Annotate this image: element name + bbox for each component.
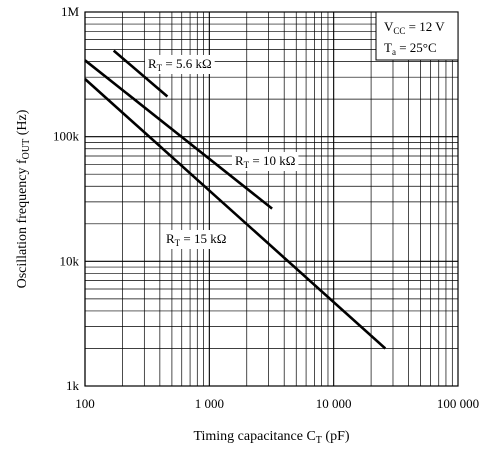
x-tick-label: 100 <box>75 396 95 411</box>
axis-tick-labels: 100 1 000 10 000 100 000 1k 10k 100k 1M <box>53 4 479 411</box>
series-label-rt-15k-background <box>163 230 230 249</box>
x-axis-title-unit: (pF) <box>322 429 350 444</box>
series-label-rt-10k-text: RT = 10 kΩ <box>235 153 295 170</box>
condition-ta-value: = 25°C <box>396 40 437 55</box>
series-label-rt-5-6k-value: = 5.6 kΩ <box>162 56 212 71</box>
x-tick-label: 1 000 <box>195 396 224 411</box>
x-tick-label: 10 000 <box>316 396 352 411</box>
y-axis-title-main: Oscillation frequency f <box>15 159 30 288</box>
series-label-rt-10k: RT = 10 kΩ <box>232 152 299 171</box>
series-label-rt-10k-subscript: T <box>244 160 250 170</box>
y-axis-title-unit: (Hz) <box>15 109 30 138</box>
y-axis-title: Oscillation frequency fOUT (Hz) <box>15 109 32 288</box>
x-axis-title-main: Timing capacitance C <box>193 429 315 444</box>
series-label-rt-15k-subscript: T <box>175 238 181 248</box>
x-axis-title: Timing capacitance CT (pF) <box>193 429 349 446</box>
y-tick-label: 1k <box>66 378 80 393</box>
series-label-rt-15k-text: RT = 15 kΩ <box>166 231 226 248</box>
series-label-rt-15k-value: = 15 kΩ <box>180 231 226 246</box>
condition-ta: Ta = 25°C <box>384 40 437 57</box>
condition-ta-subscript: a <box>392 47 396 57</box>
x-axis-title-subscript: T <box>316 435 322 446</box>
series-line-2 <box>84 78 387 350</box>
conditions-box <box>375 11 459 61</box>
condition-ta-symbol: T <box>384 40 392 55</box>
series-label-rt-5-6k-subscript: T <box>157 63 163 73</box>
condition-vcc-symbol: V <box>384 19 394 34</box>
y-tick-label: 1M <box>61 4 80 19</box>
y-tick-label: 100k <box>53 129 80 144</box>
plot-frame <box>84 11 459 387</box>
condition-vcc-value: = 12 V <box>405 19 445 34</box>
y-tick-label: 10k <box>60 253 80 268</box>
series-label-rt-5-6k-background <box>145 55 215 74</box>
x-tick-label: 100 000 <box>437 396 479 411</box>
condition-vcc-subscript: CC <box>393 26 405 36</box>
series-lines <box>84 49 387 350</box>
series-label-rt-5-6k-symbol: R <box>148 56 157 71</box>
series-line-0 <box>112 49 169 98</box>
condition-vcc: VCC = 12 V <box>384 19 445 36</box>
series-label-rt-15k-symbol: R <box>166 231 175 246</box>
series-line-1 <box>84 59 273 210</box>
series-label-rt-10k-value: = 10 kΩ <box>249 153 295 168</box>
series-label-rt-10k-symbol: R <box>235 153 244 168</box>
y-axis-title-subscript: OUT <box>21 139 32 160</box>
series-label-rt-5-6k-text: RT = 5.6 kΩ <box>148 56 212 73</box>
series-label-rt-5-6k: RT = 5.6 kΩ <box>145 55 215 74</box>
series-label-rt-10k-background <box>232 152 299 171</box>
grid-lines <box>84 12 458 387</box>
series-label-rt-15k: RT = 15 kΩ <box>163 230 230 249</box>
